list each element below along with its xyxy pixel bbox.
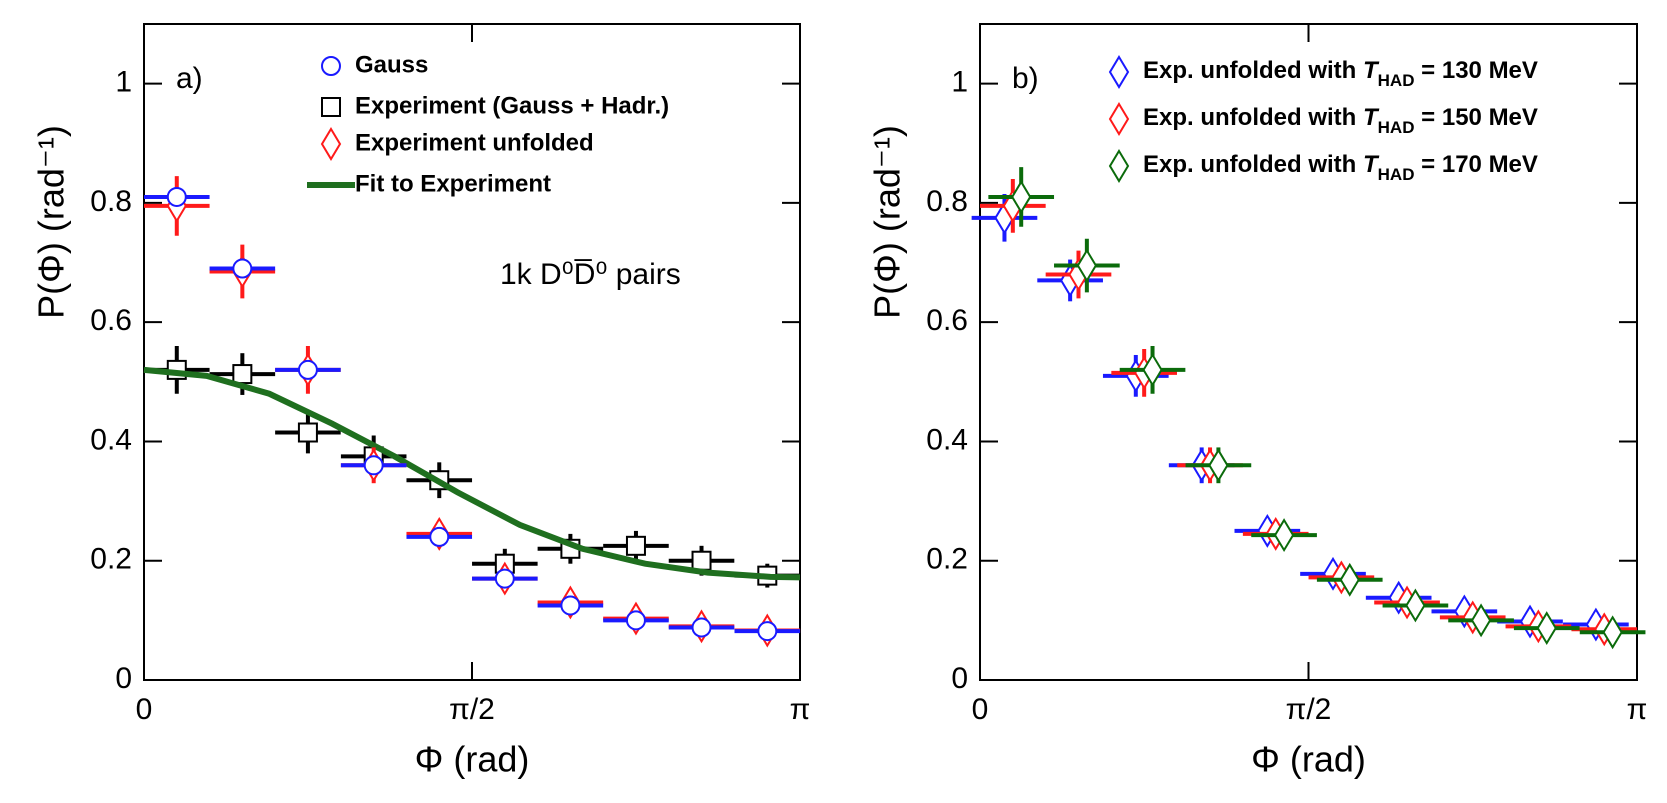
marker: [1273, 518, 1295, 553]
y-tick-label: 0.6: [926, 304, 968, 337]
x-tick-label: 0: [972, 693, 989, 726]
panel: 0 0.2 0.4 0.6 0.8 1 0 π/2 π Φ (rad) P(Φ) (rad⁻¹) a)…: [31, 23, 811, 780]
marker: [625, 535, 646, 556]
y-tick-label: 0: [951, 662, 968, 695]
marker: [1339, 562, 1360, 597]
legend-swatch: [321, 97, 341, 117]
marker: [1011, 180, 1032, 214]
marker: [625, 610, 646, 631]
marker: [1405, 588, 1426, 623]
plot-frame: [143, 23, 801, 681]
marker: [166, 186, 187, 207]
marker: [494, 568, 515, 589]
marker: [363, 455, 384, 476]
marker: [232, 364, 253, 385]
x-tick-label: π: [1627, 693, 1648, 726]
x-tick-label: 0: [136, 693, 153, 726]
marker: [1208, 448, 1229, 483]
marker: [757, 621, 778, 642]
x-tick-label: π: [790, 693, 811, 726]
y-tick-label: 0.2: [90, 543, 132, 576]
y-tick-label: 0.2: [926, 543, 968, 576]
y-tick-label: 1: [115, 66, 132, 99]
marker: [1076, 248, 1098, 283]
legend-swatch: [1108, 149, 1130, 183]
marker: [1142, 352, 1163, 387]
marker: [691, 617, 712, 638]
y-tick-label: 1: [951, 66, 968, 99]
marker: [1602, 615, 1623, 650]
marker: [297, 359, 318, 380]
legend-label: Experiment (Gauss + Hadr.): [355, 92, 669, 119]
legend-label: Exp. unfolded with THAD = 170 MeV: [1143, 151, 1538, 184]
marker: [429, 526, 450, 547]
x-axis-title: Φ (rad): [1251, 739, 1366, 780]
y-tick-label: 0.8: [926, 185, 968, 218]
marker: [232, 258, 253, 279]
y-tick-label: 0.8: [90, 185, 132, 218]
annotation: 1k D⁰D̅⁰ pairs: [500, 258, 681, 291]
y-tick-label: 0.4: [90, 423, 132, 456]
legend-swatch: [320, 127, 342, 161]
marker: [1536, 611, 1557, 646]
y-tick-label: 0.6: [90, 304, 132, 337]
panel: 0 0.2 0.4 0.6 0.8 1 0 π/2 π Φ (rad) P(Φ) (rad⁻¹) b)…: [867, 23, 1648, 780]
fit-line: [143, 366, 801, 581]
panel-label: b): [1012, 62, 1039, 95]
legend-label: Exp. unfolded with THAD = 150 MeV: [1143, 104, 1538, 137]
legend-label: Exp. unfolded with THAD = 130 MeV: [1143, 57, 1538, 90]
marker: [1470, 603, 1492, 638]
legend-swatch: [321, 56, 341, 76]
legend-swatch: [1108, 55, 1130, 89]
y-tick-label: 0.4: [926, 423, 968, 456]
marker: [297, 422, 318, 443]
y-axis-title: P(Φ) (rad⁻¹): [31, 125, 72, 319]
marker: [691, 550, 712, 571]
legend-swatch: [1108, 102, 1130, 136]
legend-label: Fit to Experiment: [355, 170, 551, 197]
x-tick-label: π/2: [1286, 693, 1332, 726]
y-axis-title: P(Φ) (rad⁻¹): [867, 125, 908, 319]
x-tick-label: π/2: [449, 693, 495, 726]
panel-label: a): [176, 62, 203, 95]
x-axis-title: Φ (rad): [415, 739, 530, 780]
legend-label: Experiment unfolded: [355, 129, 594, 156]
legend-label: Gauss: [355, 51, 428, 78]
marker: [560, 595, 581, 616]
y-tick-label: 0: [115, 662, 132, 695]
